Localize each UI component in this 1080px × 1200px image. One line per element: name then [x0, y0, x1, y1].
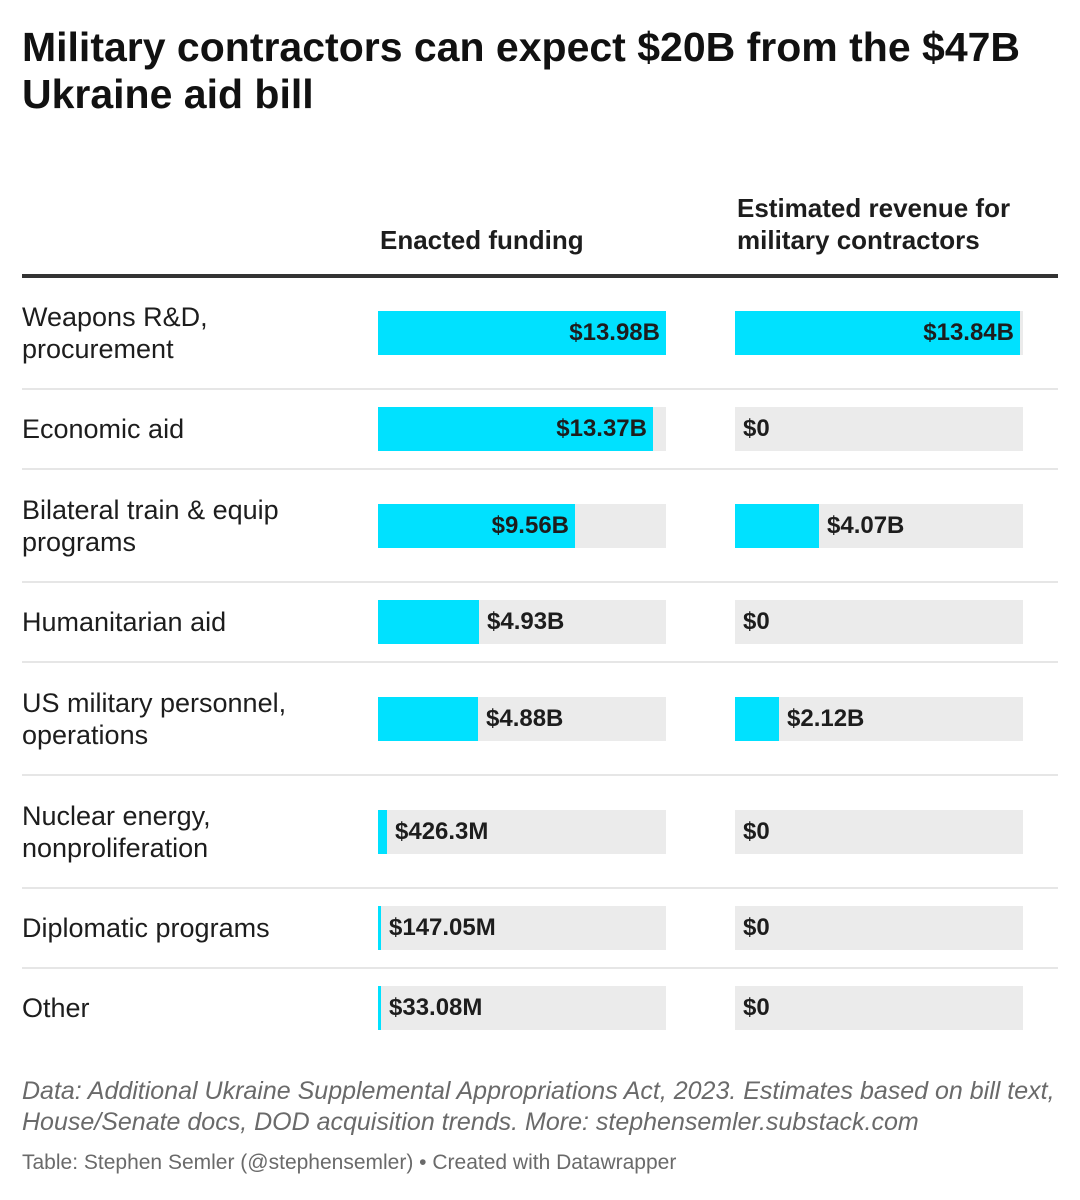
enacted-bar [378, 503, 575, 548]
row-label: Other [22, 993, 90, 1023]
revenue-value-label: $0 [743, 994, 770, 1021]
revenue-value-label: $0 [743, 415, 770, 442]
enacted-value-label: $4.93B [487, 608, 565, 635]
bar-track: $147.05M [378, 906, 666, 950]
row-label: Economic aid [22, 414, 185, 444]
bar-track: $4.88B [378, 696, 666, 741]
revenue-bar [735, 696, 779, 741]
enacted-value-label: $13.37B [556, 415, 647, 442]
table-row: Diplomatic programs $147.05M $0 [22, 889, 1058, 969]
chart-title: Military contractors can expect $20B fro… [22, 24, 1021, 117]
table-row: Economic aid $13.37B $0 [22, 390, 1058, 470]
row-label: Diplomatic programs [22, 913, 270, 943]
enacted-bar [378, 906, 381, 950]
header-rule [22, 274, 1058, 278]
enacted-bar [378, 986, 381, 1030]
enacted-value-label: $9.56B [491, 511, 569, 539]
bar-track: $0 [735, 986, 1023, 1030]
bar-track: $13.37B [378, 407, 666, 451]
revenue-value-label: $0 [743, 914, 770, 941]
enacted-value-label: $426.3M [395, 817, 489, 845]
source-note: Data: Additional Ukraine Supplemental Ap… [22, 1077, 1055, 1136]
bar-track: $4.07B [735, 503, 1023, 548]
enacted-bar [378, 407, 653, 451]
table-row: Other $33.08M $0 [22, 969, 1058, 1047]
bar-track: $0 [735, 600, 1023, 644]
row-label: Humanitarian aid [22, 607, 227, 637]
table-row: Weapons R&D, procurement $13.98B $13.84B [22, 278, 1058, 390]
row-label: Weapons R&D, procurement [22, 302, 208, 364]
row-label: US military personnel, operations [22, 687, 287, 750]
bar-track: $426.3M [378, 809, 666, 854]
enacted-value-label: $147.05M [389, 914, 496, 941]
revenue-value-label: $0 [743, 608, 770, 635]
table-row: US military personnel, operations $4.88B $… [22, 663, 1058, 776]
revenue-bar [735, 311, 1020, 355]
revenue-value-label: $4.07B [827, 511, 905, 539]
enacted-value-label: $33.08M [389, 994, 483, 1021]
bar-track: $4.93B [378, 600, 666, 644]
enacted-bar [378, 600, 479, 644]
credit-line: Table: Stephen Semler (@stephensemler) •… [22, 1151, 677, 1174]
enacted-bar [378, 311, 666, 355]
enacted-bar [378, 696, 478, 741]
table-row: Bilateral train & equip programs $9.56B $4… [22, 470, 1058, 583]
data-table: Weapons R&D, procurement $13.98B $13.84B Ec… [22, 278, 1058, 1047]
column-header-revenue: Estimated revenue for military contracto… [737, 193, 1011, 255]
bar-track: $33.08M [378, 986, 666, 1030]
revenue-value-label: $2.12B [787, 704, 865, 732]
revenue-bar [735, 503, 819, 548]
bar-track: $13.84B [735, 311, 1023, 355]
column-header-enacted: Enacted funding [380, 225, 584, 255]
bar-track: $13.98B [378, 311, 666, 355]
enacted-value-label: $4.88B [486, 704, 564, 732]
enacted-value-label: $13.98B [569, 319, 660, 346]
bar-track: $0 [735, 906, 1023, 950]
bar-track: $0 [735, 809, 1023, 854]
bar-track: $9.56B [378, 503, 666, 548]
bar-track: $0 [735, 407, 1023, 451]
enacted-bar [378, 809, 387, 854]
table-row: Humanitarian aid $4.93B $0 [22, 583, 1058, 663]
row-label: Nuclear energy, nonproliferation [22, 800, 211, 863]
row-label: Bilateral train & equip programs [22, 494, 279, 557]
revenue-value-label: $0 [743, 817, 770, 845]
revenue-value-label: $13.84B [923, 319, 1014, 346]
bar-track: $2.12B [735, 696, 1023, 741]
table-row: Nuclear energy, nonproliferation $426.3M $… [22, 776, 1058, 889]
